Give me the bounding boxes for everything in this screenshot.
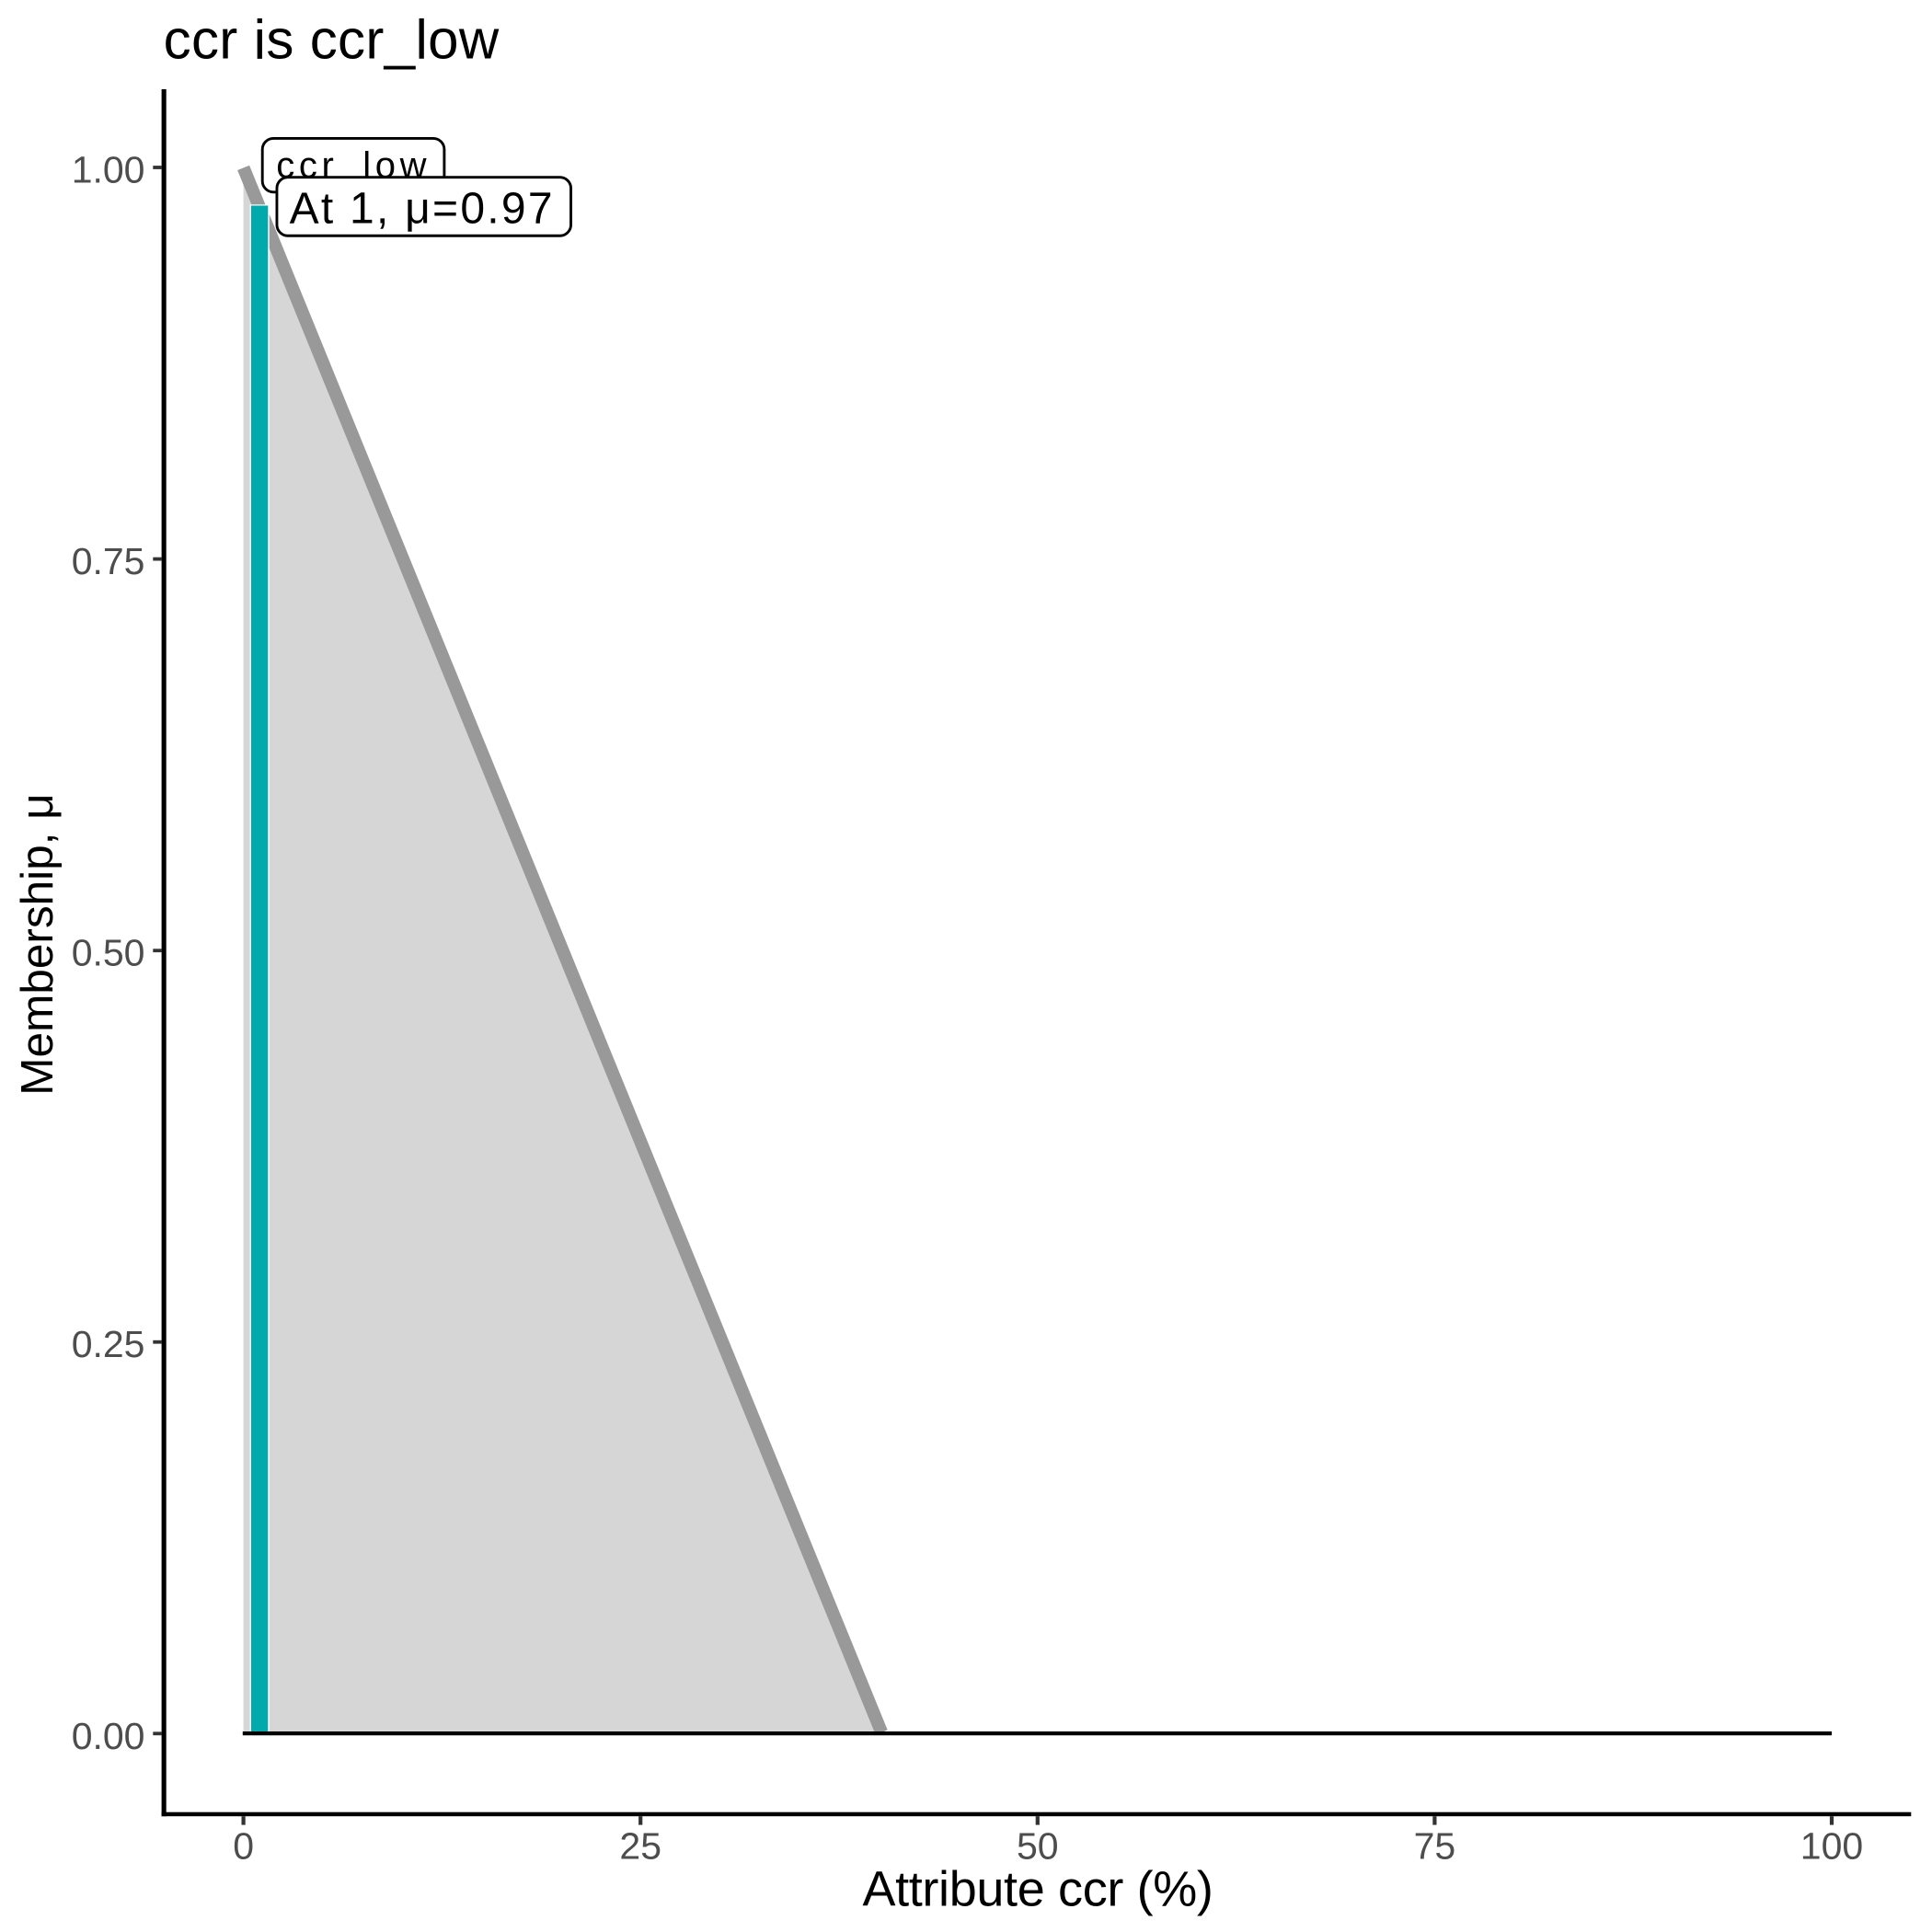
svg-text:Membership, μ: Membership, μ [12, 793, 63, 1095]
svg-text:75: 75 [1414, 1825, 1456, 1868]
svg-text:Attribute ccr (%): Attribute ccr (%) [862, 1861, 1213, 1916]
svg-text:ccr is ccr_low: ccr is ccr_low [164, 8, 500, 70]
svg-text:50: 50 [1017, 1825, 1059, 1868]
svg-text:0.25: 0.25 [72, 1323, 145, 1365]
svg-text:100: 100 [1800, 1825, 1863, 1868]
svg-text:0.75: 0.75 [72, 540, 145, 582]
svg-text:0.50: 0.50 [72, 932, 145, 974]
svg-text:0: 0 [233, 1825, 254, 1868]
svg-text:25: 25 [619, 1825, 661, 1868]
svg-text:0.00: 0.00 [72, 1715, 145, 1757]
svg-text:1.00: 1.00 [72, 149, 145, 191]
svg-text:At 1, μ=0.97: At 1, μ=0.97 [290, 184, 555, 233]
